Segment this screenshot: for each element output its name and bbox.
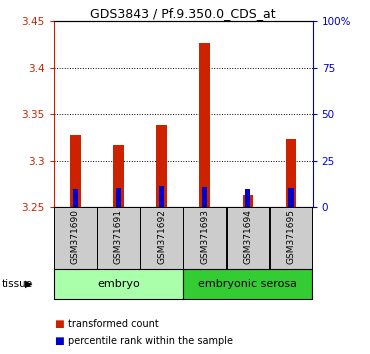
Bar: [199, 42, 210, 207]
Text: tissue: tissue: [2, 279, 33, 289]
Text: GSM371690: GSM371690: [71, 209, 80, 264]
Bar: [116, 188, 121, 207]
FancyBboxPatch shape: [184, 269, 312, 299]
Text: GSM371693: GSM371693: [200, 209, 209, 264]
Bar: [289, 188, 294, 207]
Bar: [242, 195, 253, 207]
Bar: [156, 125, 167, 207]
Bar: [73, 189, 78, 207]
Text: ▶: ▶: [25, 279, 33, 289]
FancyBboxPatch shape: [54, 269, 183, 299]
Text: GSM371694: GSM371694: [243, 209, 252, 264]
Text: GSM371692: GSM371692: [157, 209, 166, 264]
Title: GDS3843 / Pf.9.350.0_CDS_at: GDS3843 / Pf.9.350.0_CDS_at: [90, 7, 276, 20]
Text: embryonic serosa: embryonic serosa: [198, 279, 297, 289]
FancyBboxPatch shape: [54, 207, 97, 269]
Text: ■: ■: [54, 319, 63, 329]
Bar: [245, 189, 250, 207]
Bar: [159, 186, 164, 207]
Bar: [113, 145, 124, 207]
FancyBboxPatch shape: [270, 207, 312, 269]
Bar: [202, 187, 207, 207]
Text: embryo: embryo: [97, 279, 140, 289]
FancyBboxPatch shape: [184, 207, 226, 269]
FancyBboxPatch shape: [140, 207, 183, 269]
Text: GSM371691: GSM371691: [114, 209, 123, 264]
FancyBboxPatch shape: [97, 207, 140, 269]
Bar: [70, 135, 81, 207]
Text: ■: ■: [54, 336, 63, 346]
Text: GSM371695: GSM371695: [287, 209, 296, 264]
Text: transformed count: transformed count: [68, 319, 159, 329]
Text: percentile rank within the sample: percentile rank within the sample: [68, 336, 233, 346]
FancyBboxPatch shape: [226, 207, 269, 269]
Bar: [286, 139, 296, 207]
